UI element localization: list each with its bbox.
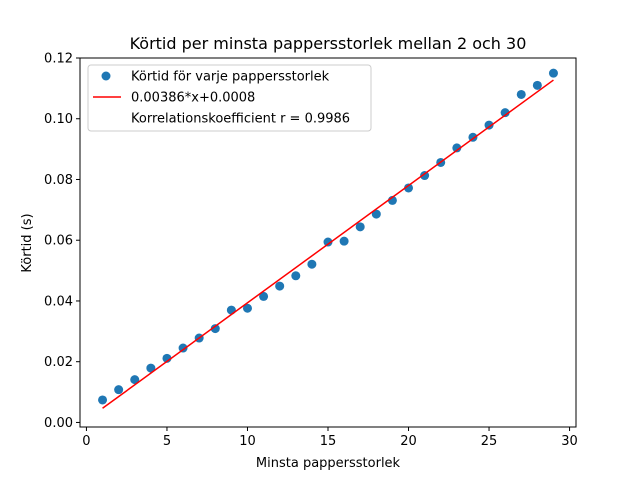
data-point <box>226 305 236 315</box>
x-tick-label: 10 <box>239 434 256 449</box>
data-point <box>114 385 124 395</box>
y-tick-label: 0.12 <box>44 52 73 67</box>
data-point <box>242 303 252 313</box>
data-point <box>548 68 558 78</box>
chart-title: Körtid per minsta pappersstorlek mellan … <box>130 34 527 53</box>
data-point <box>323 237 333 247</box>
x-tick-label: 30 <box>561 434 578 449</box>
data-point <box>500 108 510 118</box>
data-point <box>210 324 220 334</box>
y-tick-label: 0.10 <box>44 112 73 127</box>
legend-label: Körtid för varje pappersstorlek <box>131 70 330 85</box>
y-tick-label: 0.02 <box>44 355 73 370</box>
data-point <box>178 343 188 353</box>
legend-label: 0.00386*x+0.0008 <box>131 91 255 106</box>
data-point <box>130 375 140 385</box>
x-tick-label: 0 <box>82 434 90 449</box>
data-point <box>516 89 526 99</box>
y-tick-label: 0.06 <box>44 234 73 249</box>
x-tick-label: 20 <box>400 434 417 449</box>
data-point <box>452 143 462 153</box>
y-axis-label: Körtid (s) <box>20 213 35 272</box>
x-axis-label: Minsta pappersstorlek <box>256 456 401 471</box>
legend: Körtid för varje pappersstorlek 0.00386*x… <box>87 64 372 132</box>
fit-line <box>102 79 554 409</box>
y-tick-label: 0.08 <box>44 173 73 188</box>
data-point <box>420 171 430 181</box>
axes-frame <box>79 57 577 428</box>
data-point <box>146 363 156 373</box>
data-point <box>371 209 381 219</box>
x-tick-label: 5 <box>163 434 171 449</box>
plot-area: 0 5 10 15 20 25 30 0.00 0.02 0.04 0.06 0.08 0.10 0.12… <box>44 52 578 450</box>
data-point <box>484 120 494 130</box>
x-tick-label: 25 <box>481 434 498 449</box>
data-point <box>307 259 317 269</box>
y-tick-label: 0.00 <box>44 416 73 431</box>
data-point <box>259 291 269 301</box>
legend-label: Korrelationskoefficient r = 0.9986 <box>131 112 350 127</box>
data-point <box>404 183 414 193</box>
data-point <box>532 80 542 90</box>
y-tick-label: 0.04 <box>44 294 73 309</box>
legend-box <box>87 64 372 132</box>
data-point <box>98 395 108 405</box>
legend-marker-dot <box>101 71 111 81</box>
data-point <box>339 236 349 246</box>
data-point <box>355 222 365 232</box>
data-point <box>275 281 285 291</box>
x-tick-label: 15 <box>320 434 337 449</box>
data-point <box>291 271 301 281</box>
